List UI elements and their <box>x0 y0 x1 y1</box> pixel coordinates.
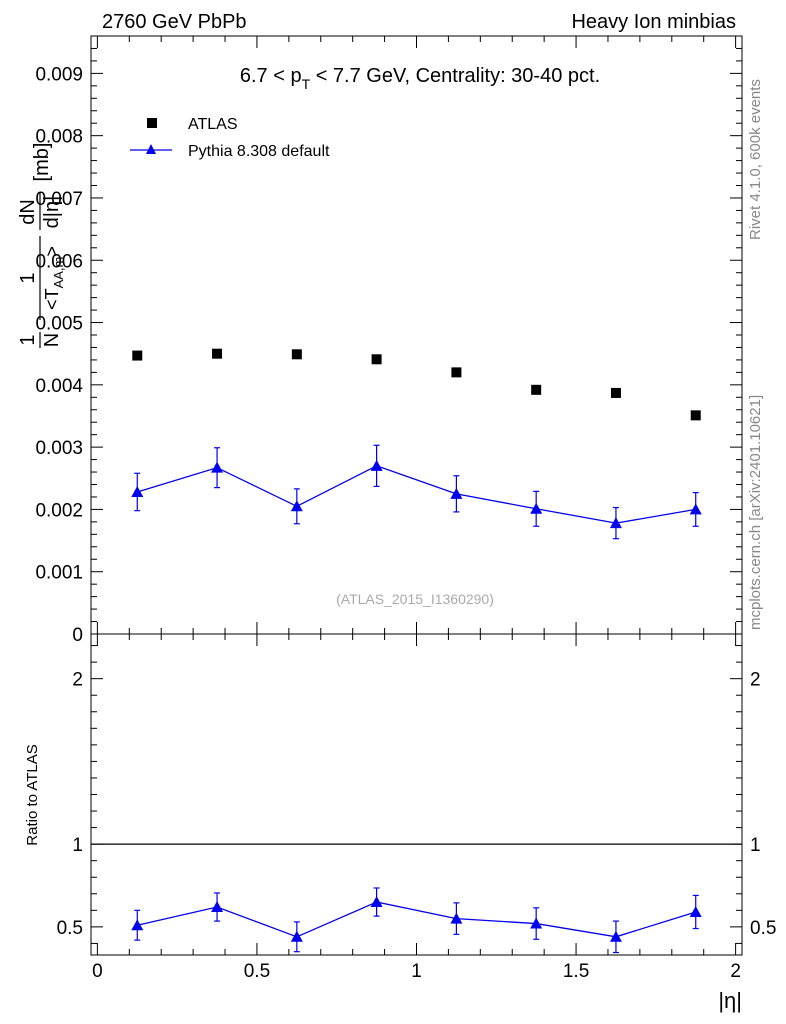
svg-text:<TAA,m>: <TAA,m> <box>42 246 66 310</box>
main-y-tick-label: 0.009 <box>35 64 83 85</box>
x-tick-label: 2 <box>730 961 741 982</box>
pythia-point <box>689 503 702 515</box>
analysis-watermark: (ATLAS_2015_I1360290) <box>336 591 494 607</box>
svg-text:N: N <box>41 333 63 347</box>
legend-atlas-marker <box>147 118 157 128</box>
x-tick-label: 1.5 <box>563 961 589 982</box>
legend: ATLAS Pythia 8.308 default <box>130 116 330 160</box>
main-axis-ticks: 0 0.001 0.002 0.003 0.004 0.005 0.006 0.007 0.00… <box>35 36 742 646</box>
ratio-y-tick-label-right: 0.5 <box>750 918 776 939</box>
legend-pythia-marker <box>146 144 156 154</box>
ratio-axis-ticks: 0.5 0.5 1 1 2 2 0 0.5 1 1.5 2 <box>57 634 776 982</box>
atlas-point <box>531 384 542 395</box>
main-y-tick-label: 0.008 <box>35 127 83 148</box>
legend-atlas-label: ATLAS <box>188 116 238 133</box>
main-y-tick-label: 0.002 <box>35 500 83 521</box>
x-tick-label: 1 <box>411 961 422 982</box>
ratio-panel-frame <box>90 633 743 956</box>
pythia-point <box>290 500 303 512</box>
main-y-tick-label: 0.001 <box>35 563 83 584</box>
ratio-y-tick-label: 1 <box>72 835 83 856</box>
x-axis-label: |η| <box>718 988 742 1013</box>
svg-text:[mb]: [mb] <box>31 143 53 182</box>
x-tick-label: 0 <box>92 961 103 982</box>
ratio-point <box>609 930 622 942</box>
ratio-point <box>450 912 463 924</box>
pythia-point <box>370 459 383 471</box>
ratio-point <box>290 930 303 942</box>
ratio-y-tick-label-right: 2 <box>750 670 761 691</box>
ratio-data-marks <box>131 887 702 954</box>
main-y-tick-label: 0.006 <box>35 251 83 272</box>
main-y-tick-label: 0.007 <box>35 189 83 210</box>
legend-pythia-label: Pythia 8.308 default <box>188 143 330 160</box>
header-right-label: Heavy Ion minbias <box>571 11 736 33</box>
ratio-point <box>370 896 383 908</box>
ratio-point <box>689 905 702 917</box>
pythia-point <box>609 517 622 529</box>
svg-text:1: 1 <box>17 272 39 283</box>
pythia-point <box>530 502 543 514</box>
ratio-point <box>530 917 543 929</box>
ratio-y-axis-label: Ratio to ATLAS <box>24 744 41 845</box>
main-y-tick-label: 0.004 <box>35 376 83 397</box>
ratio-y-tick-label: 0.5 <box>57 918 83 939</box>
atlas-point <box>371 354 382 365</box>
x-tick-label: 0.5 <box>244 961 270 982</box>
svg-text:1: 1 <box>17 334 39 345</box>
ratio-y-tick-label-right: 1 <box>750 835 761 856</box>
svg-text:dN: dN <box>17 199 39 225</box>
main-y-axis-label: 1 N 1 <TAA,m> dN d|η| [mb] <box>17 143 66 348</box>
pythia-point <box>131 485 144 497</box>
svg-text:d|η|: d|η| <box>41 196 63 229</box>
pythia-point <box>450 487 463 499</box>
mcplots-label: mcplots.cern.ch [arXiv:2401.10621] <box>747 395 764 630</box>
ratio-point <box>131 919 144 931</box>
main-y-tick-label: 0.003 <box>35 438 83 459</box>
ratio-series-line <box>137 901 696 938</box>
atlas-point <box>212 348 223 359</box>
rivet-version-label: Rivet 4.1.0, 600k events <box>747 79 764 240</box>
pythia-series-line <box>137 465 696 524</box>
main-y-tick-label: 0.005 <box>35 314 83 335</box>
atlas-point <box>451 367 462 378</box>
header-left-label: 2760 GeV PbPb <box>102 11 247 33</box>
atlas-point <box>690 410 701 421</box>
atlas-point <box>610 387 621 398</box>
main-panel-title: 6.7 < pT < 7.7 GeV, Centrality: 30-40 pc… <box>240 65 600 92</box>
main-y-tick-label: 0 <box>72 625 83 646</box>
ratio-point <box>211 901 224 913</box>
atlas-point <box>132 350 143 361</box>
main-data-marks <box>131 348 702 540</box>
atlas-point <box>291 349 302 360</box>
ratio-y-tick-label: 2 <box>72 670 83 691</box>
pythia-point <box>211 461 224 473</box>
